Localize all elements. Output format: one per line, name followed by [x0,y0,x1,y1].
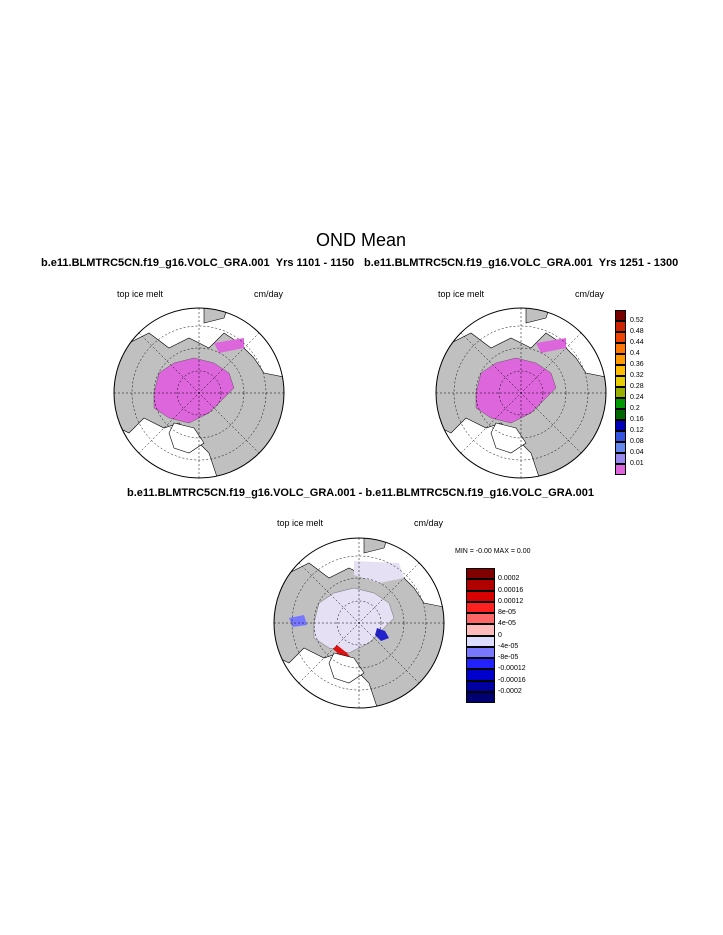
colorbar-label: -0.0002 [498,687,522,695]
land [203,308,230,324]
ice-melt-region [536,338,566,353]
colorbar-swatch [615,420,626,431]
colorbar-swatch [466,568,495,580]
colorbar-swatch [466,601,495,613]
colorbar-swatch [466,590,495,602]
colorbar-label: -4e-05 [498,642,519,650]
figure-title: OND Mean [316,230,407,250]
colorbar-label: -8e-05 [498,654,519,661]
colorbar-label: 0.48 [630,328,644,335]
panel3-variable: top ice melt [277,518,324,528]
colorbar-swatch [615,343,626,354]
open-ocean [328,652,365,684]
colorbar-label: 0.0002 [498,575,520,583]
colorbar-swatch [466,680,495,692]
panel2-units: cm/day [575,289,605,299]
panel2-years: Yrs 1251 - 1300 [598,257,679,269]
panel2-polar-map [435,307,607,479]
colorbar-swatch [466,658,495,670]
open-ocean [168,422,205,454]
panel1-title: b.e11.BLMTRC5CN.f19_g16.VOLC_GRA.001 Yrs… [41,257,354,269]
colorbar-swatch [615,332,626,343]
colorbar-label: 4e-05 [498,620,516,628]
colorbar-swatch [615,431,626,442]
panel1-units: cm/day [254,289,284,299]
colorbar-label: 0.12 [630,427,644,434]
colorbar-diff: 0.0002 0.00016 0.00012 8e-05 4e-05 0 -4e-05 -8e… [466,568,546,703]
colorbar-label: 0.04 [630,449,644,456]
colorbar-label: 0.28 [630,383,644,390]
negative-anomaly [375,628,389,641]
colorbar-label: 0.4 [630,350,640,357]
ice-melt-region [475,357,557,424]
colorbar-swatch [466,635,495,647]
colorbar-label: 0.52 [630,317,644,324]
panel3-title: b.e11.BLMTRC5CN.f19_g16.VOLC_GRA.001 - b… [127,487,595,499]
panel1-polar-map [113,307,285,479]
colorbar-swatch [466,691,495,703]
ice-melt-region [153,357,235,424]
colorbar-swatch [466,669,495,681]
positive-anomaly [333,645,351,658]
colorbar-swatch [466,646,495,658]
colorbar-label: 0.01 [630,460,644,467]
land [525,308,552,324]
colorbar-swatch [615,321,626,332]
colorbar-swatch [615,464,626,475]
colorbar-swatch [615,354,626,365]
colorbar-label: 0.44 [630,339,644,346]
colorbar-swatch [466,613,495,625]
colorbar-swatch [615,453,626,464]
panel2-case: b.e11.BLMTRC5CN.f19_g16.VOLC_GRA.001 [364,257,593,269]
colorbar-swatch [615,310,626,321]
colorbar-label: 0.36 [630,361,644,368]
graticule [274,538,444,708]
panel2-variable: top ice melt [438,289,485,299]
colorbar-label: 0 [498,631,502,639]
colorbar-label: 0.24 [630,394,644,401]
panel1-variable: top ice melt [117,289,164,299]
colorbar-swatch [615,409,626,420]
graticule [436,308,606,478]
graticule [114,308,284,478]
colorbar-label: 8e-05 [498,609,516,616]
difference-field [313,587,395,654]
colorbar-label: -0.00016 [498,676,526,684]
colorbar-main: 0.52 0.48 0.44 0.4 0.36 0.32 0.28 0.24 0.2 0.16 0.… [615,310,675,475]
colorbar-label: 0.16 [630,416,644,423]
colorbar-swatch [615,398,626,409]
colorbar-label: 0.32 [630,372,644,379]
panel1-case: b.e11.BLMTRC5CN.f19_g16.VOLC_GRA.001 [41,257,270,269]
colorbar-label: 0.00012 [498,597,524,605]
colorbar-label: 0.2 [630,405,640,412]
colorbar-swatch [466,624,495,636]
panel1-years: Yrs 1101 - 1150 [275,257,355,269]
colorbar-label: 0.08 [630,438,644,445]
land [363,538,390,554]
colorbar-swatch [615,442,626,453]
colorbar-swatch [615,376,626,387]
colorbar-swatch [615,365,626,376]
panel3-difference-map [273,537,445,709]
ice-melt-region [214,338,244,353]
open-ocean [490,422,527,454]
panel3-units: cm/day [414,518,444,528]
colorbar-swatch [466,579,495,591]
panel2-title: b.e11.BLMTRC5CN.f19_g16.VOLC_GRA.001 Yrs… [364,257,678,269]
colorbar-label: -0.00012 [498,665,526,673]
minmax-label: MIN = -0.00 MAX = 0.00 [455,548,531,555]
colorbar-swatch [615,387,626,398]
colorbar-label: 0.00016 [498,586,524,594]
negative-anomaly [289,615,307,627]
difference-field [354,561,404,583]
